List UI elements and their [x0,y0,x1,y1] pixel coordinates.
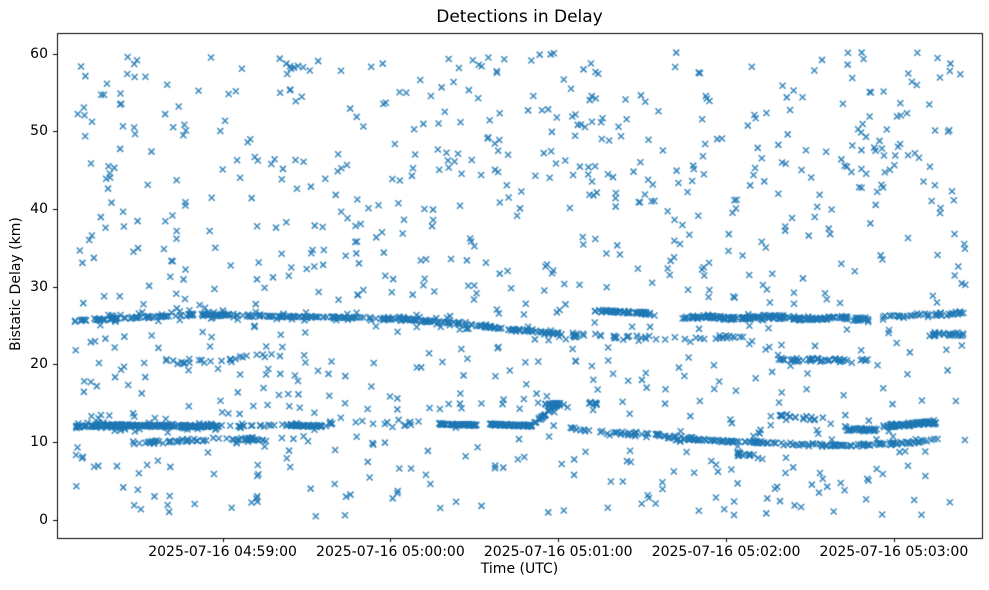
y-tick-label: 60 [30,45,48,62]
y-tick-label: 0 [39,511,48,528]
y-tick-label: 20 [30,356,48,373]
x-tick-label: 2025-07-16 05:03:00 [819,544,969,560]
y-tick-label: 40 [30,200,48,217]
y-axis-label: Bistatic Delay (km) [8,217,24,351]
y-tick-label: 10 [30,434,48,451]
x-tick-label: 2025-07-16 05:00:00 [316,544,465,560]
x-tick-label: 2025-07-16 05:02:00 [651,544,801,560]
x-axis-label: Time (UTC) [480,561,559,577]
y-tick-label: 30 [30,278,48,295]
x-tick-label: 2025-07-16 05:01:00 [483,544,633,560]
y-tick-label: 50 [30,123,48,140]
x-tick-label: 2025-07-16 04:59:00 [148,544,297,560]
